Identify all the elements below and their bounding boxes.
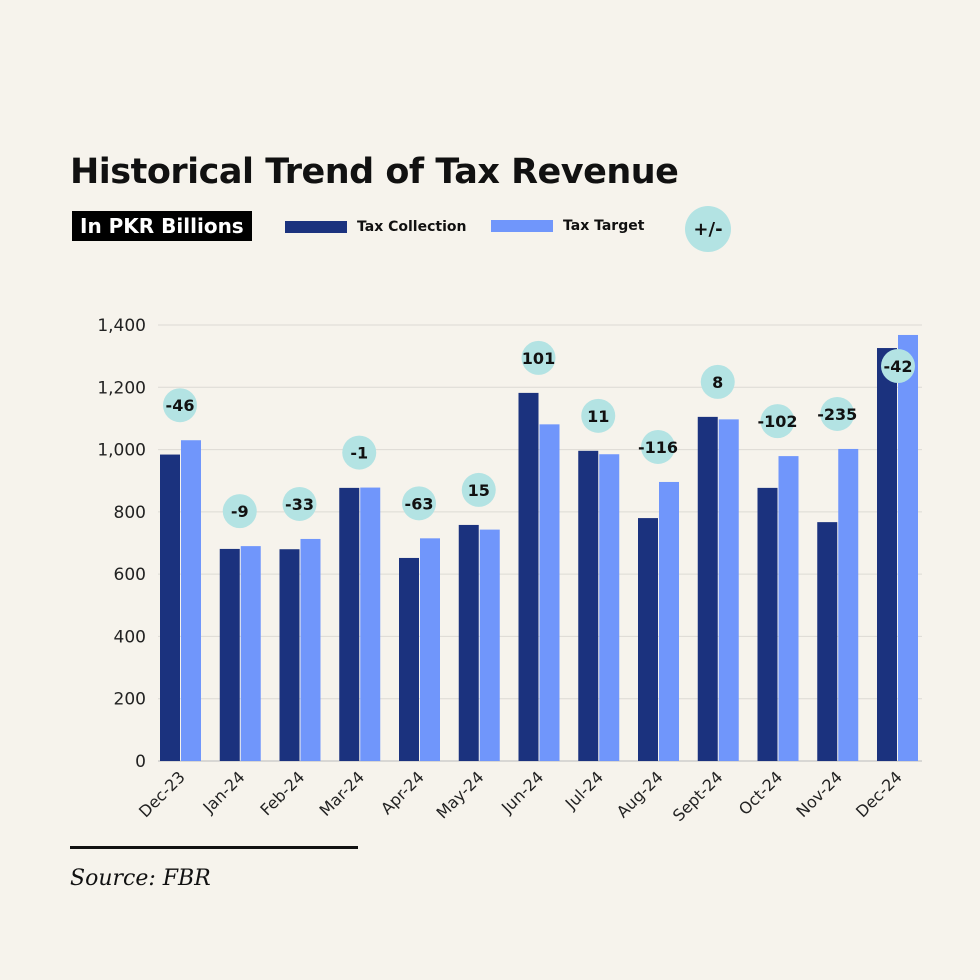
legend-difference: +/- [685,206,731,252]
difference-label: -116 [638,438,678,457]
difference-label: 8 [712,373,723,392]
bar-tax-collection [877,348,897,761]
legend-label: Tax Target [563,218,645,234]
bar-tax-target [420,538,440,761]
difference-label: -235 [817,405,857,424]
difference-badge [581,398,616,433]
difference-badge [402,486,436,521]
difference-label: -33 [285,495,314,514]
x-tick-label: Jul-24 [561,767,607,813]
y-tick-label: 1,400 [97,316,146,336]
x-tick-label: Feb-24 [256,767,308,819]
y-tick-label: 600 [114,565,146,585]
y-tick-label: 200 [114,690,146,710]
bar-tax-collection [399,557,419,761]
difference-badge [760,404,795,439]
bar-tax-target [181,440,201,761]
difference-label: 11 [587,407,609,426]
difference-label: -42 [884,357,913,376]
bar-tax-collection [458,524,479,761]
x-tick-label: Dec-23 [135,767,189,821]
difference-badge [163,388,197,423]
x-tick-label: Jan-24 [199,767,249,817]
bar-tax-collection [339,487,360,761]
x-tick-label: Aug-24 [613,767,667,821]
difference-badge [521,340,556,375]
unit-label: In PKR Billions [72,211,252,241]
y-tick-label: 0 [135,752,146,772]
bar-tax-target [599,454,620,761]
bar-tax-target [240,546,261,761]
x-tick-label: Sept-24 [669,767,727,825]
bar-tax-collection [757,487,778,761]
difference-label: -63 [405,494,434,513]
difference-label: 101 [522,349,555,368]
bar-tax-target [778,456,799,761]
difference-badge [700,364,735,399]
difference-label: -1 [350,444,368,463]
x-tick-label: Nov-24 [792,767,846,821]
chart-title: Historical Trend of Tax Revenue [70,152,679,192]
difference-badge [820,396,855,431]
bar-tax-collection [219,548,240,761]
bar-tax-target [838,448,859,761]
bar-tax-target [659,481,679,761]
difference-badge [461,472,496,507]
x-tick-label: Jun-24 [497,767,547,817]
legend-label: Tax Collection [357,219,467,235]
source-note: Source: FBR [70,866,211,891]
bar-tax-collection [279,549,300,761]
difference-badge [881,349,915,383]
bar-tax-collection [817,522,838,761]
x-tick-label: Dec-24 [852,767,906,821]
difference-label: 15 [468,481,490,500]
y-tick-label: 400 [114,627,146,647]
difference-badge [282,486,317,521]
x-tick-label: Oct-24 [735,767,786,818]
divider [70,846,358,849]
bar-tax-collection [697,416,718,761]
legend-swatch-target [491,220,553,232]
legend-tax-collection: Tax Collection [285,219,466,235]
x-tick-label: Apr-24 [377,767,428,818]
y-tick-label: 1,200 [97,378,146,398]
x-tick-label: Mar-24 [316,767,369,820]
difference-badge [641,429,675,464]
bar-tax-target [718,419,739,761]
difference-label: -102 [757,412,797,431]
bar-tax-target [360,487,381,761]
bar-tax-target [898,334,918,761]
bar-tax-collection [160,454,180,761]
bar-tax-target [479,529,500,761]
x-tick-label: May-24 [432,767,487,822]
bar-tax-collection [638,518,658,761]
difference-label: -9 [231,502,249,521]
y-tick-label: 1,000 [97,441,146,461]
legend-tax-target: Tax Target [491,218,644,234]
bar-tax-collection [578,450,599,761]
difference-label: -46 [166,396,195,415]
difference-badge [222,494,257,529]
y-tick-label: 800 [114,503,146,523]
bar-tax-target [539,424,560,761]
difference-badge [342,435,377,470]
bar-tax-target [300,538,321,761]
bar-tax-collection [518,392,539,761]
legend-swatch-collection [285,221,347,233]
